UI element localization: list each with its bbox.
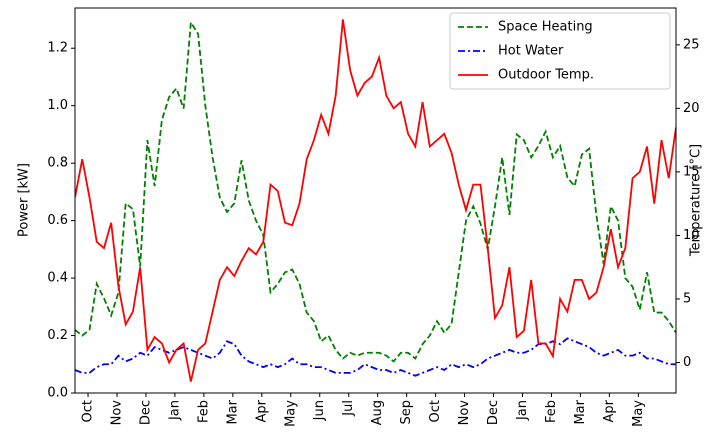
y-axis-label: Power [kW] [17,163,32,237]
y-tick-label: 0.0 [47,386,68,401]
x-tick-label: Jun [312,400,327,421]
x-tick-label: Jan [515,400,530,421]
x-tick-label: Apr [602,399,617,422]
x-tick-label: Aug [370,400,385,425]
legend-label: Outdoor Temp. [498,68,594,83]
legend-box [449,12,671,90]
y2-tick-label: 20 [683,101,700,116]
x-tick-label: Oct [81,400,96,422]
legend-label: Hot Water [498,44,564,59]
plot-frame [74,7,677,394]
y-tick-label: 0.8 [47,156,68,171]
y-tick-label: 1.0 [47,98,68,113]
y2-tick-label: 0 [683,355,691,370]
y2-tick-label: 10 [683,228,700,243]
y-tick-label: 1.2 [47,41,68,56]
x-tick-label: May [283,400,298,427]
x-tick-label: Nov [109,400,124,426]
x-tick-label: Dec [138,400,153,425]
x-tick-label: Mar [225,399,240,424]
y2-tick-label: 25 [683,37,700,52]
x-tick-label: May [631,400,646,427]
series-line [75,19,676,382]
y-tick-label: 0.4 [47,271,68,286]
y-tick-label: 0.6 [47,213,68,228]
x-tick-label: Feb [544,400,559,423]
x-tick-label: Jan [167,400,182,421]
series-line [75,19,676,363]
y2-axis-label: Temperature [°C] [689,144,704,257]
y2-tick-label: 15 [683,164,700,179]
y-tick-label: 0.2 [47,328,68,343]
x-tick-label: Apr [254,399,269,422]
legend-label: Space Heating [498,20,593,35]
x-tick-label: Jul [341,400,356,417]
x-tick-label: Dec [486,400,501,425]
x-tick-label: Oct [428,400,443,422]
x-tick-label: Sep [399,400,414,425]
x-tick-label: Nov [457,400,472,426]
y2-tick-label: 5 [683,291,691,306]
x-tick-label: Feb [196,400,211,423]
x-tick-label: Mar [573,399,588,424]
series-line [75,337,676,377]
